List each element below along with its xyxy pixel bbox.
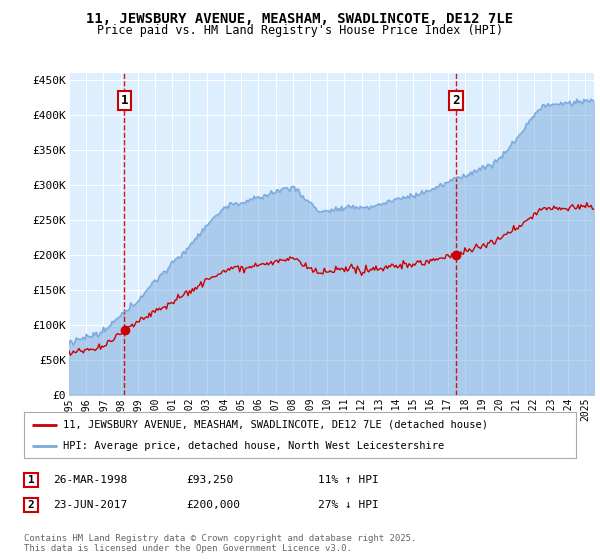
Text: 11, JEWSBURY AVENUE, MEASHAM, SWADLINCOTE, DE12 7LE: 11, JEWSBURY AVENUE, MEASHAM, SWADLINCOT… <box>86 12 514 26</box>
Text: 2: 2 <box>28 500 35 510</box>
Text: 27% ↓ HPI: 27% ↓ HPI <box>318 500 379 510</box>
Text: 1: 1 <box>28 475 35 485</box>
Text: Price paid vs. HM Land Registry's House Price Index (HPI): Price paid vs. HM Land Registry's House … <box>97 24 503 37</box>
Text: Contains HM Land Registry data © Crown copyright and database right 2025.
This d: Contains HM Land Registry data © Crown c… <box>24 534 416 553</box>
Text: 11, JEWSBURY AVENUE, MEASHAM, SWADLINCOTE, DE12 7LE (detached house): 11, JEWSBURY AVENUE, MEASHAM, SWADLINCOT… <box>62 419 488 430</box>
Text: 1: 1 <box>121 94 128 108</box>
Text: £93,250: £93,250 <box>186 475 233 485</box>
Text: 2: 2 <box>452 94 460 108</box>
Text: 23-JUN-2017: 23-JUN-2017 <box>53 500 127 510</box>
Text: 11% ↑ HPI: 11% ↑ HPI <box>318 475 379 485</box>
Text: 26-MAR-1998: 26-MAR-1998 <box>53 475 127 485</box>
Text: HPI: Average price, detached house, North West Leicestershire: HPI: Average price, detached house, Nort… <box>62 441 444 451</box>
Text: £200,000: £200,000 <box>186 500 240 510</box>
